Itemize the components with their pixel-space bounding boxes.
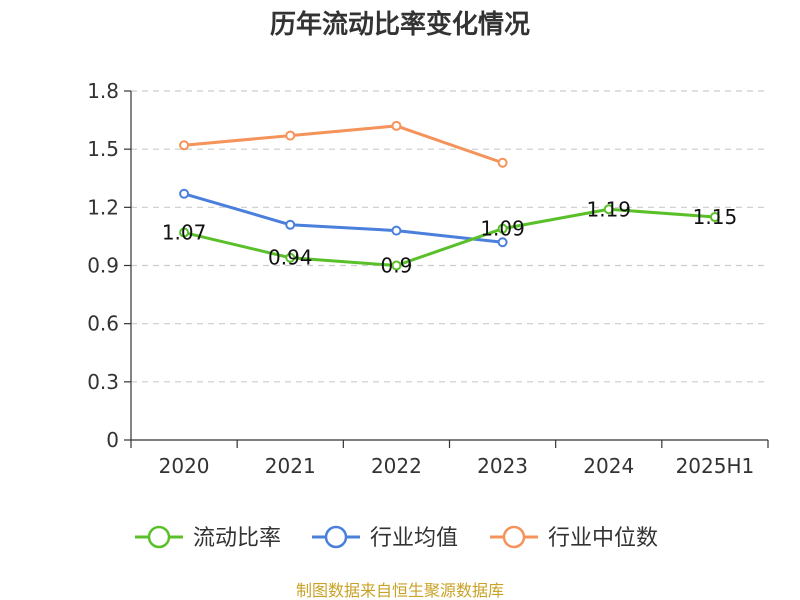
- x-tick-label: 2023: [477, 454, 528, 478]
- data-point[interactable]: [497, 223, 508, 234]
- data-point[interactable]: [497, 157, 508, 168]
- data-point[interactable]: [709, 212, 720, 223]
- data-label: 1.07: [162, 221, 207, 245]
- data-point[interactable]: [285, 130, 296, 141]
- legend-marker: [147, 525, 171, 549]
- legend-item-1[interactable]: 行业均值: [312, 525, 458, 551]
- data-label: 1.19: [586, 197, 631, 221]
- data-label: 0.94: [268, 246, 313, 270]
- data-point[interactable]: [391, 120, 402, 131]
- y-tick-label: 1.5: [87, 137, 119, 161]
- x-tick-label: 2025H1: [676, 454, 755, 478]
- legend-marker: [324, 525, 348, 549]
- data-point[interactable]: [285, 252, 296, 263]
- x-tick-label: 2022: [371, 454, 422, 478]
- data-point[interactable]: [391, 260, 402, 271]
- legend-item-2[interactable]: 行业中位数: [490, 525, 658, 551]
- y-tick-label: 0.6: [87, 312, 119, 336]
- y-tick-label: 1.2: [87, 195, 119, 219]
- data-point[interactable]: [497, 237, 508, 248]
- data-point[interactable]: [603, 204, 614, 215]
- data-point[interactable]: [179, 140, 190, 151]
- legend-item-0[interactable]: 流动比率: [135, 525, 281, 551]
- series-line-2: [183, 124, 504, 165]
- legend-marker: [502, 525, 526, 549]
- y-tick-label: 0: [106, 428, 119, 452]
- x-tick-label: 2021: [265, 454, 316, 478]
- source-note: 制图数据来自恒生聚源数据库: [296, 581, 504, 600]
- data-point[interactable]: [391, 225, 402, 236]
- series-line-0: [183, 207, 716, 267]
- legend[interactable]: 流动比率 行业均值 行业中位数: [135, 525, 658, 551]
- data-label: 1.15: [693, 205, 738, 229]
- data-label: 0.9: [381, 254, 413, 278]
- x-tick-label: 2020: [159, 454, 210, 478]
- series-line-1: [183, 192, 503, 244]
- legend-label: 行业均值: [370, 526, 458, 551]
- data-labels: 1.07 0.94 0.9 1.09 1.19 1.15: [162, 197, 737, 277]
- series-lines: [179, 120, 720, 271]
- data-point[interactable]: [179, 227, 190, 238]
- data-point[interactable]: [285, 219, 296, 230]
- data-point[interactable]: [179, 188, 190, 199]
- y-tick-label: 0.9: [87, 254, 119, 278]
- grid-lines: [131, 90, 768, 383]
- legend-label: 流动比率: [193, 526, 281, 551]
- legend-label: 行业中位数: [548, 526, 658, 551]
- axes: 0 0.3 0.6 0.9 1.2 1.5 1.8 2020 2021 2022 2023 2024 2…: [87, 79, 769, 478]
- chart-title: 历年流动比率变化情况: [270, 9, 530, 40]
- x-tick-label: 2024: [583, 454, 634, 478]
- data-label: 1.09: [480, 217, 525, 241]
- y-tick-label: 0.3: [87, 370, 119, 394]
- y-tick-label: 1.8: [87, 79, 119, 103]
